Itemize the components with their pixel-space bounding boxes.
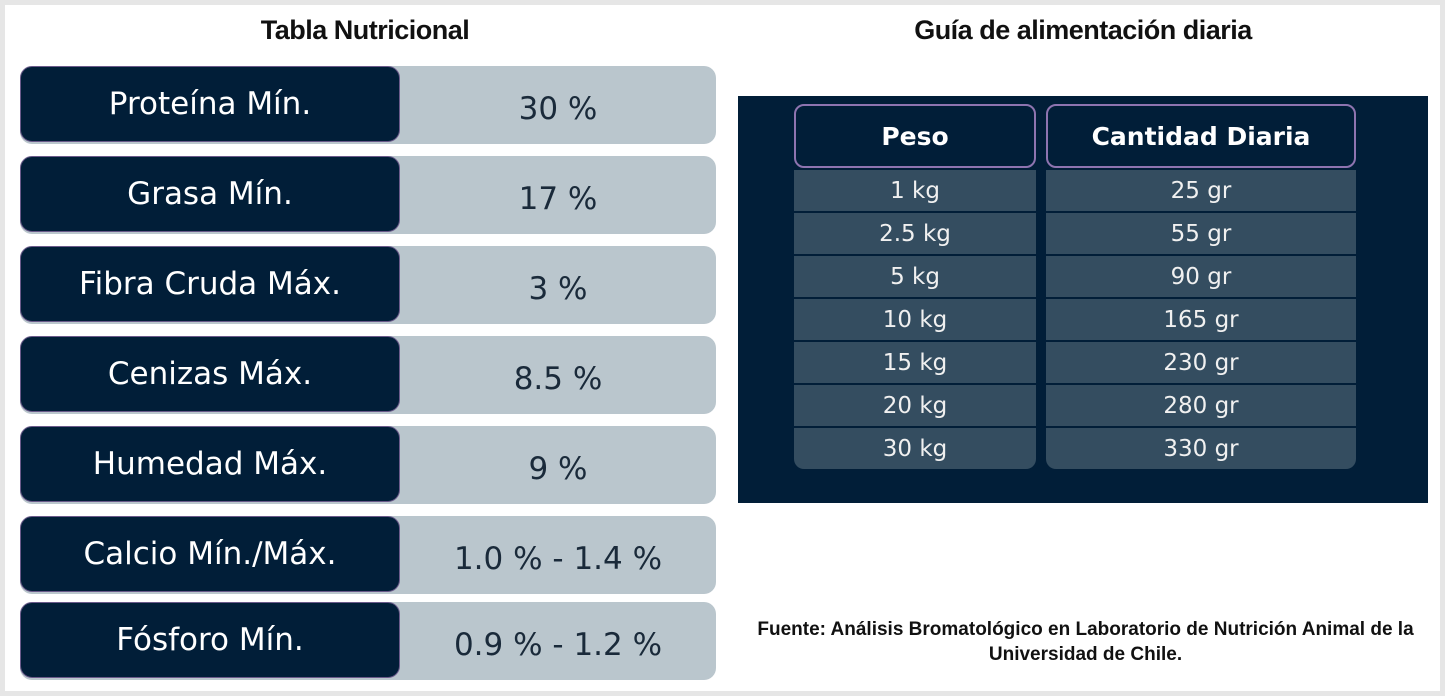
table-cell: 90 gr [1046, 256, 1356, 297]
table-cell: 2.5 kg [794, 213, 1036, 254]
daily-amount-column: Cantidad Diaria 25 gr 55 gr 90 gr 165 gr 230 … [1046, 104, 1356, 469]
nutrition-row: Calcio Mín./Máx. 1.0 % - 1.4 % [20, 516, 716, 594]
nutrient-value: 3 % [528, 271, 588, 307]
nutrient-label: Proteína Mín. [20, 66, 400, 142]
table-cell: 280 gr [1046, 385, 1356, 426]
nutrition-row: Cenizas Máx. 8.5 % [20, 336, 716, 414]
nutrition-row: Fósforo Mín. 0.9 % - 1.2 % [20, 602, 716, 680]
nutrient-label: Fósforo Mín. [20, 602, 400, 678]
table-cell: 330 gr [1046, 428, 1356, 469]
column-header: Peso [794, 104, 1036, 168]
table-cell: 230 gr [1046, 342, 1356, 383]
nutrition-row: Humedad Máx. 9 % [20, 426, 716, 504]
weight-column: Peso 1 kg 2.5 kg 5 kg 10 kg 15 kg 20 kg 30 kg [794, 104, 1036, 469]
nutrient-label: Grasa Mín. [20, 156, 400, 232]
nutrient-value: 9 % [528, 451, 588, 487]
nutrient-value: 1.0 % - 1.4 % [453, 541, 663, 577]
table-cell: 1 kg [794, 170, 1036, 211]
table-cell: 55 gr [1046, 213, 1356, 254]
page: Tabla Nutricional Guía de alimentación d… [5, 5, 1440, 691]
nutrient-value: 8.5 % [513, 361, 603, 397]
feeding-title: Guía de alimentación diaria [914, 15, 1252, 45]
table-cell: 30 kg [794, 428, 1036, 469]
table-cell: 20 kg [794, 385, 1036, 426]
nutrient-value: 30 % [518, 91, 598, 127]
nutrition-row: Grasa Mín. 17 % [20, 156, 716, 234]
column-header: Cantidad Diaria [1046, 104, 1356, 168]
source-note: Fuente: Análisis Bromatológico en Labora… [757, 619, 1414, 665]
table-cell: 5 kg [794, 256, 1036, 297]
nutrition-row: Proteína Mín. 30 % [20, 66, 716, 144]
nutrient-label: Cenizas Máx. [20, 336, 400, 412]
nutrition-row: Fibra Cruda Máx. 3 % [20, 246, 716, 324]
nutrition-title: Tabla Nutricional [260, 15, 470, 45]
table-cell: 15 kg [794, 342, 1036, 383]
nutrient-value: 0.9 % - 1.2 % [453, 627, 663, 663]
table-cell: 165 gr [1046, 299, 1356, 340]
feeding-table: Peso 1 kg 2.5 kg 5 kg 10 kg 15 kg 20 kg 30 kg C… [738, 96, 1428, 503]
nutrient-label: Fibra Cruda Máx. [20, 246, 400, 322]
table-cell: 10 kg [794, 299, 1036, 340]
nutrient-label: Calcio Mín./Máx. [20, 516, 400, 592]
nutrient-label: Humedad Máx. [20, 426, 400, 502]
table-cell: 25 gr [1046, 170, 1356, 211]
nutrient-value: 17 % [518, 181, 598, 217]
